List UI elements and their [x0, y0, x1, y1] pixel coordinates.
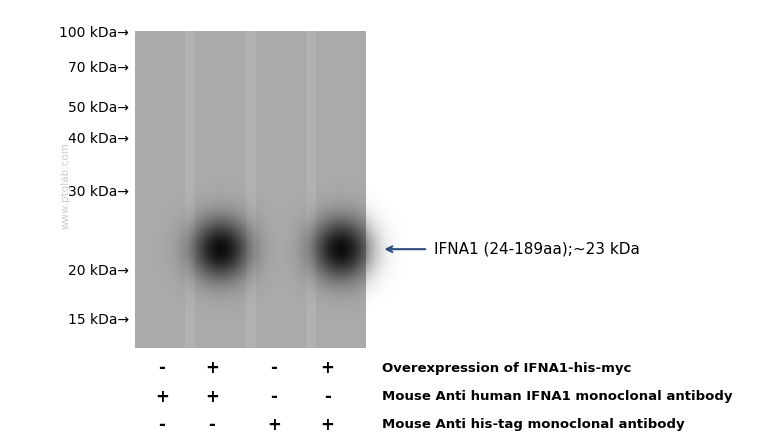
Bar [255, 31, 306, 348]
Text: +: + [155, 388, 169, 406]
Text: -: - [209, 416, 215, 434]
Text: +: + [205, 359, 219, 377]
Text: -: - [325, 388, 331, 406]
Text: -: - [271, 388, 277, 406]
Text: 15 kDa→: 15 kDa→ [68, 313, 129, 327]
Text: +: + [205, 388, 219, 406]
Bar [316, 31, 366, 348]
Text: 40 kDa→: 40 kDa→ [68, 132, 129, 146]
Bar [135, 31, 366, 348]
Text: 50 kDa→: 50 kDa→ [68, 101, 129, 115]
Text: +: + [267, 416, 281, 434]
Text: +: + [321, 359, 335, 377]
Bar [195, 31, 245, 348]
Text: 100 kDa→: 100 kDa→ [59, 26, 129, 40]
Text: -: - [271, 359, 277, 377]
Bar [135, 31, 185, 348]
Text: -: - [159, 416, 165, 434]
Text: IFNA1 (24-189aa);~23 kDa: IFNA1 (24-189aa);~23 kDa [434, 242, 640, 257]
Text: -: - [159, 359, 165, 377]
Text: Mouse Anti human IFNA1 monoclonal antibody: Mouse Anti human IFNA1 monoclonal antibo… [382, 390, 732, 404]
Text: Overexpression of IFNA1-his-myc: Overexpression of IFNA1-his-myc [382, 362, 631, 375]
Text: 30 kDa→: 30 kDa→ [68, 185, 129, 199]
Text: 20 kDa→: 20 kDa→ [68, 264, 129, 278]
Text: 70 kDa→: 70 kDa→ [68, 61, 129, 75]
Text: Mouse Anti his-tag monoclonal antibody: Mouse Anti his-tag monoclonal antibody [382, 418, 685, 431]
Text: www.ptglab.com: www.ptglab.com [61, 142, 70, 228]
Text: +: + [321, 416, 335, 434]
